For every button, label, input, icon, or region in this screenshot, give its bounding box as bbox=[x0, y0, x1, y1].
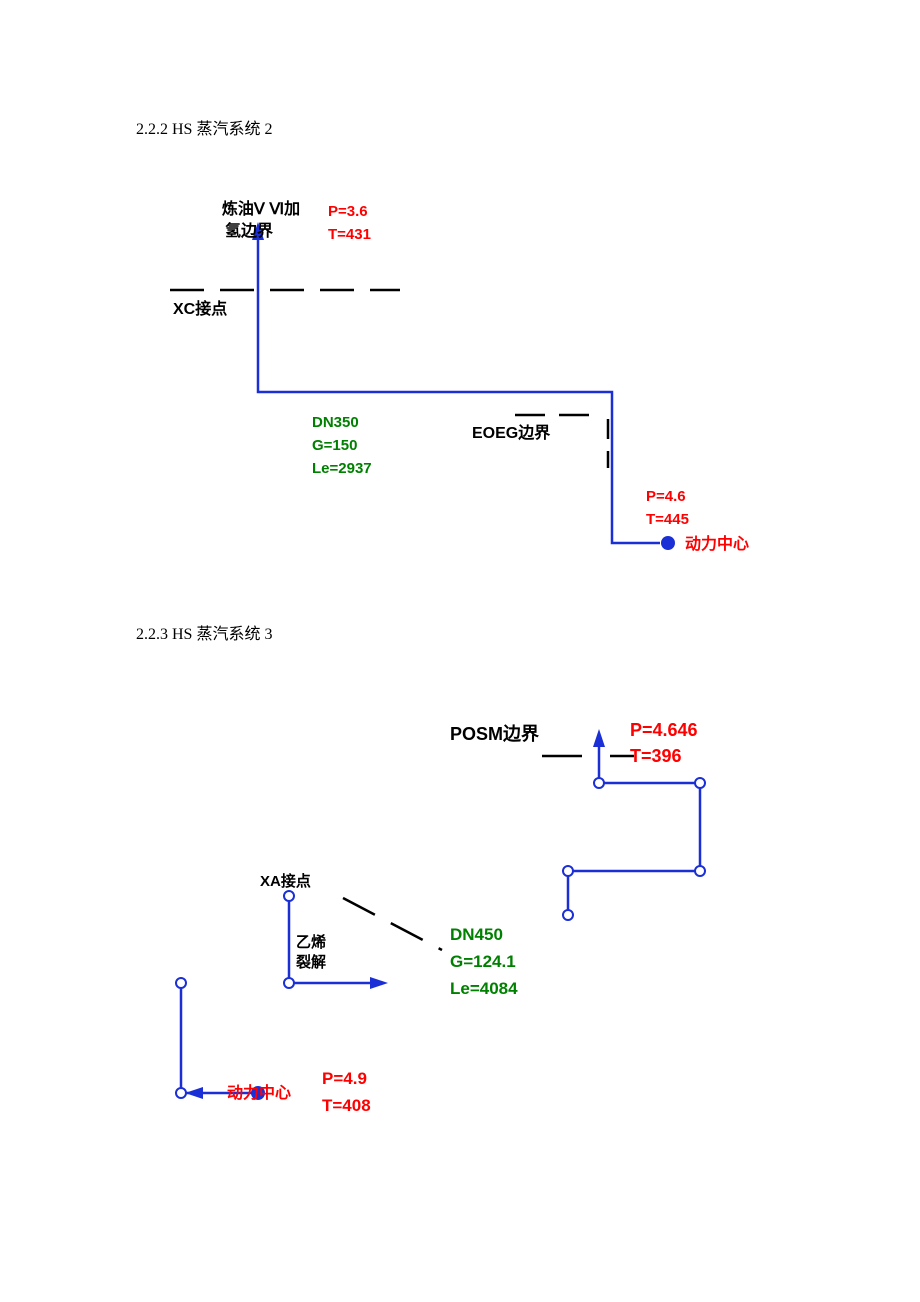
d3-dash-diag bbox=[343, 898, 442, 950]
d3-label-posm: POSM边界 bbox=[450, 722, 539, 746]
d2-param-T-top: T=431 bbox=[328, 225, 371, 245]
d2-pipe-G: G=150 bbox=[312, 436, 357, 456]
d3-arrow-up bbox=[593, 729, 605, 747]
d3-label-eth: 乙烯 裂解 bbox=[296, 933, 326, 972]
d3-label-power: 动力中心 bbox=[227, 1083, 291, 1105]
d2-pipe bbox=[258, 234, 660, 543]
d2-node-power bbox=[661, 536, 675, 550]
d3-arrow-left bbox=[185, 1087, 203, 1099]
d3-param-T-bot: T=408 bbox=[322, 1095, 371, 1118]
diagram-canvas bbox=[0, 0, 920, 1302]
d2-param-P-top: P=3.6 bbox=[328, 202, 368, 222]
d3-pipe-Le: Le=4084 bbox=[450, 978, 518, 1001]
d3-pipe-G: G=124.1 bbox=[450, 951, 516, 974]
d3-param-T-top: T=396 bbox=[630, 744, 682, 768]
d2-param-T-bot: T=445 bbox=[646, 510, 689, 530]
d2-pipe-DN: DN350 bbox=[312, 413, 359, 433]
heading-2-2-3: 2.2.3 HS 蒸汽系统 3 bbox=[136, 620, 272, 644]
d3-open-nodes bbox=[176, 778, 705, 1098]
d3-pipe-bot bbox=[181, 983, 252, 1093]
heading-2-2-2: 2.2.2 HS 蒸汽系统 2 bbox=[136, 115, 272, 139]
d3-label-xa: XA接点 bbox=[260, 872, 311, 892]
d3-arrow-right bbox=[370, 977, 388, 989]
d2-pipe-Le: Le=2937 bbox=[312, 459, 372, 479]
d2-label-power: 动力中心 bbox=[685, 534, 749, 556]
d2-label-eoeg: EOEG边界 bbox=[472, 423, 550, 445]
d3-param-P-top: P=4.646 bbox=[630, 718, 698, 742]
d2-param-P-bot: P=4.6 bbox=[646, 487, 686, 507]
d2-label-top-2: 氢边界 bbox=[225, 221, 273, 243]
d3-param-P-bot: P=4.9 bbox=[322, 1068, 367, 1091]
d3-pipe-DN: DN450 bbox=[450, 924, 503, 947]
d2-label-xc: XC接点 bbox=[173, 299, 227, 321]
d2-label-top-1: 炼油Ⅴ Ⅵ加 bbox=[206, 199, 316, 221]
